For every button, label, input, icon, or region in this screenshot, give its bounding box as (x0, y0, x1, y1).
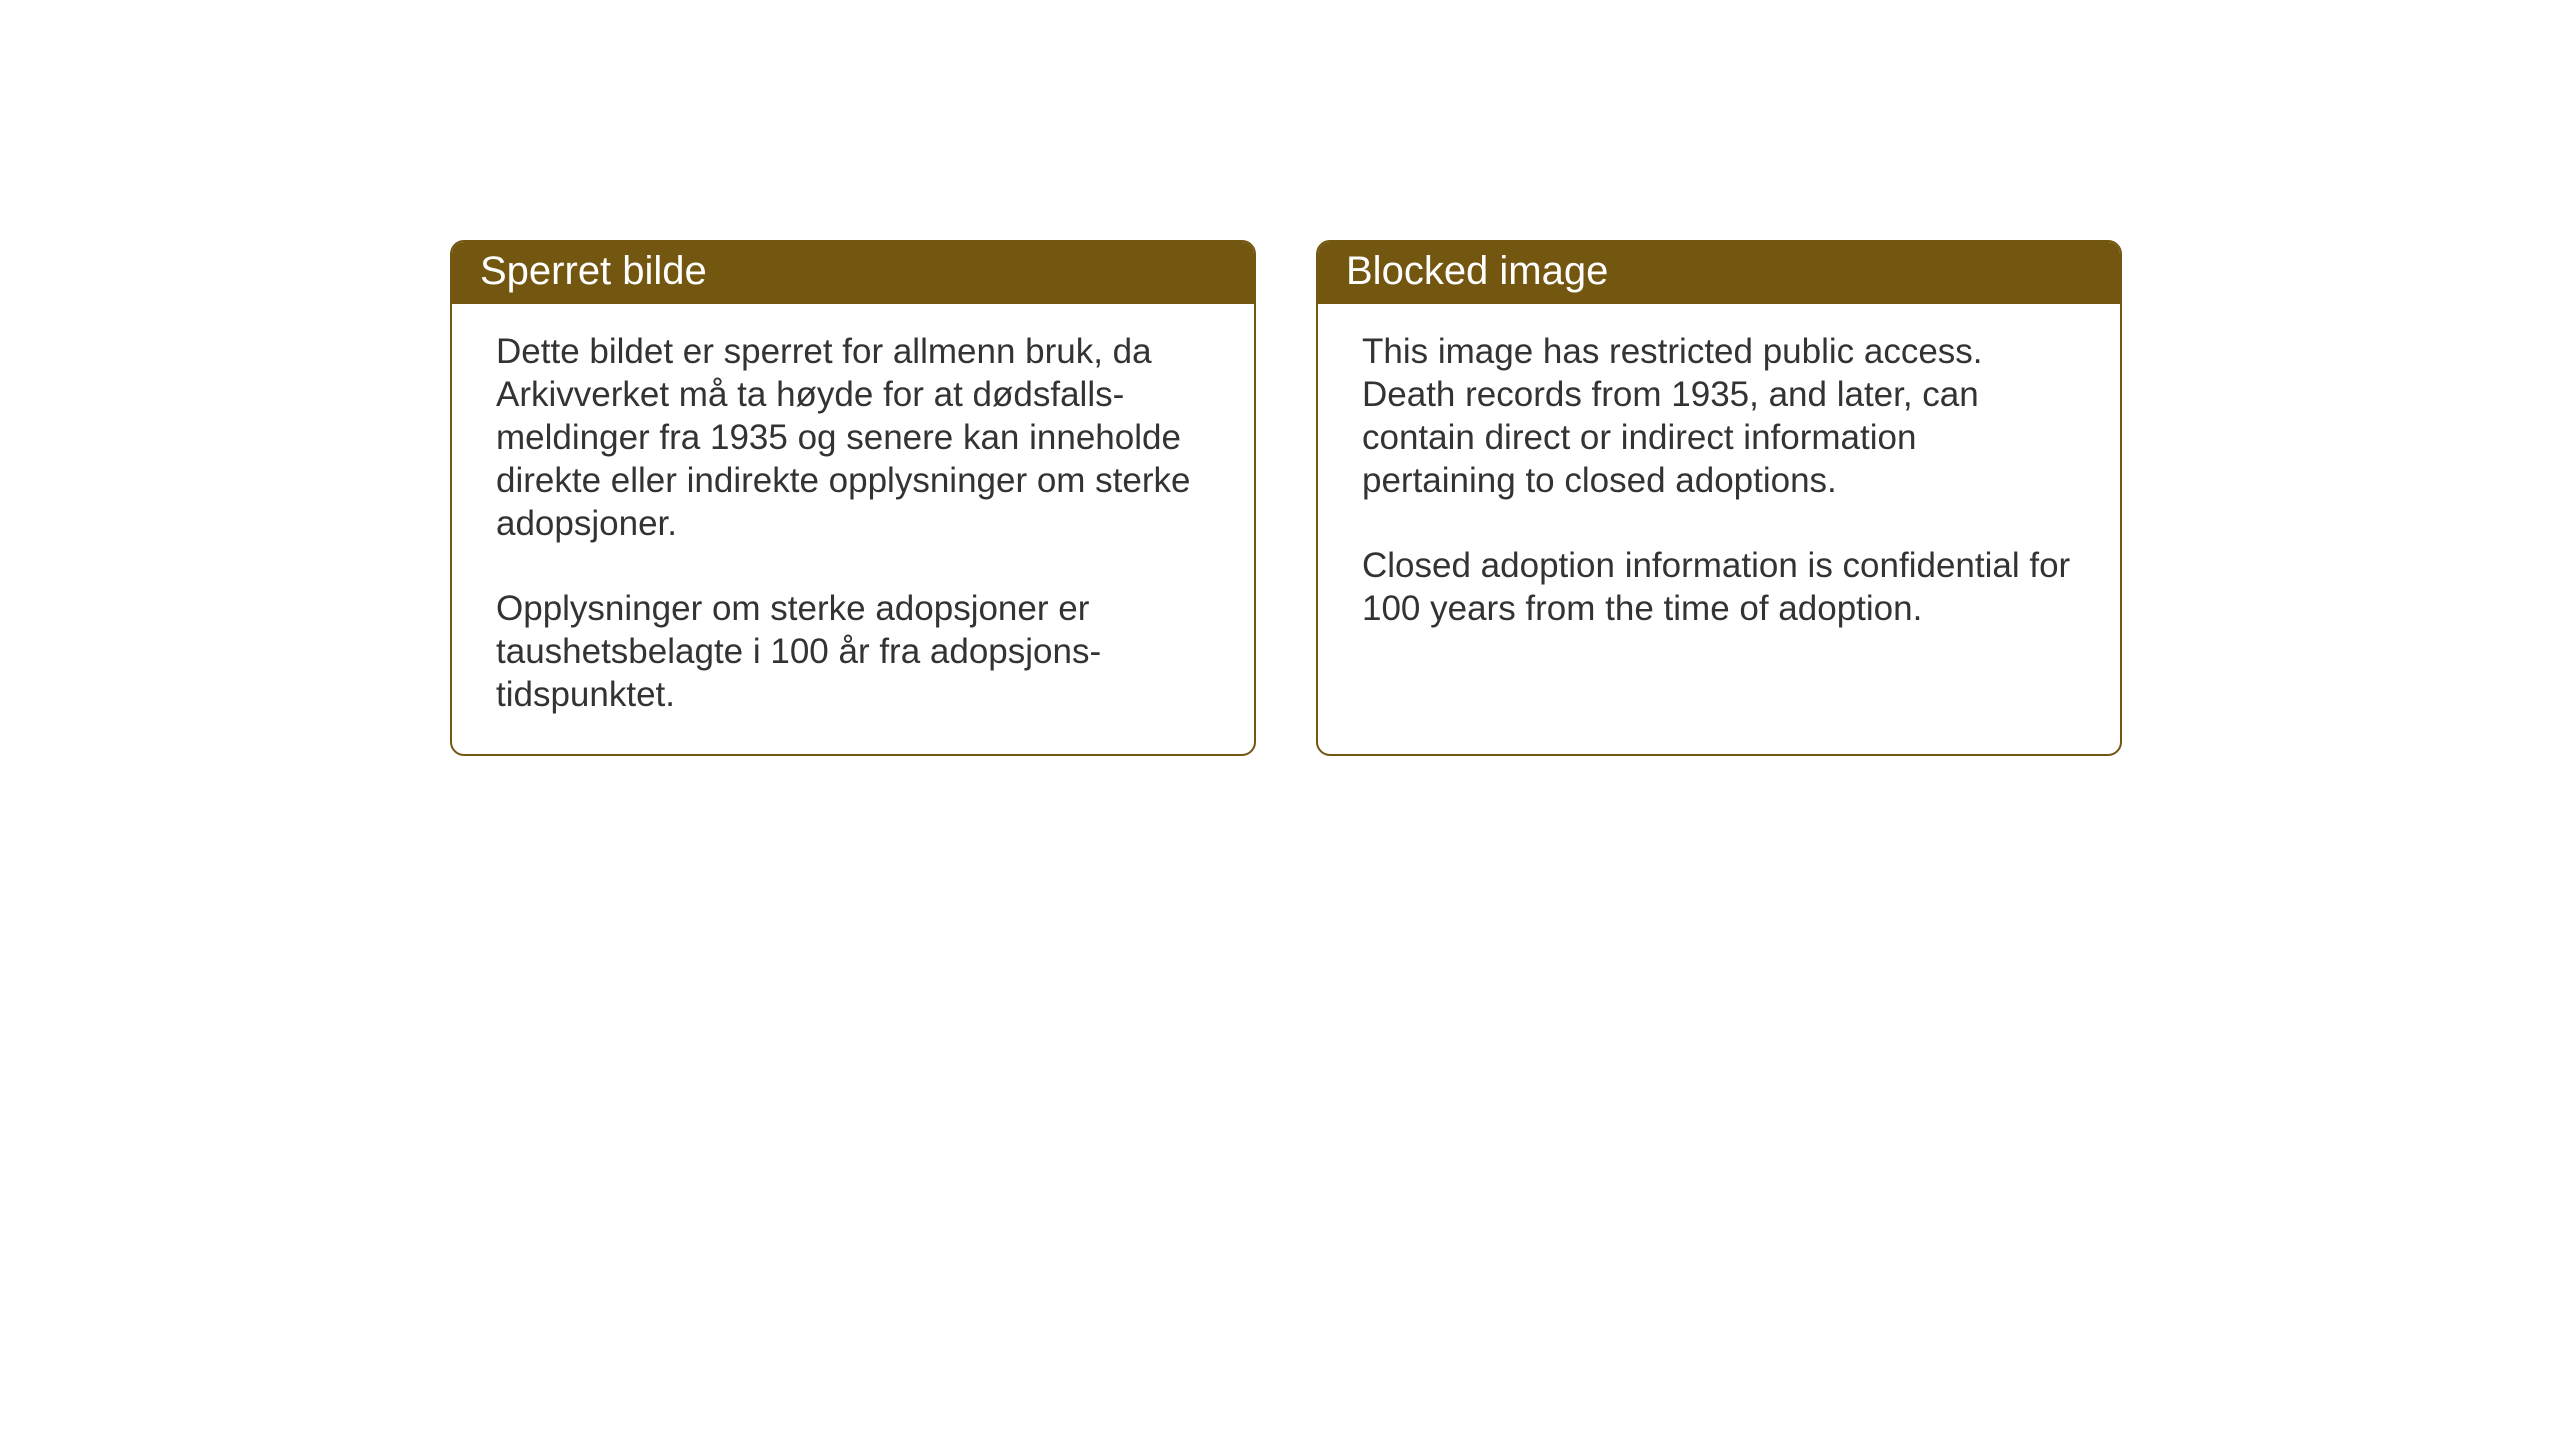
english-paragraph-2: Closed adoption information is confident… (1362, 544, 2076, 630)
english-card: Blocked image This image has restricted … (1316, 240, 2122, 756)
english-paragraph-1: This image has restricted public access.… (1362, 330, 2076, 502)
english-card-title: Blocked image (1318, 242, 2120, 304)
norwegian-card: Sperret bilde Dette bildet er sperret fo… (450, 240, 1256, 756)
notice-cards-container: Sperret bilde Dette bildet er sperret fo… (450, 240, 2122, 756)
norwegian-paragraph-2: Opplysninger om sterke adopsjoner er tau… (496, 587, 1210, 716)
norwegian-paragraph-1: Dette bildet er sperret for allmenn bruk… (496, 330, 1210, 545)
norwegian-card-title: Sperret bilde (452, 242, 1254, 304)
english-card-body: This image has restricted public access.… (1318, 304, 2120, 754)
norwegian-card-body: Dette bildet er sperret for allmenn bruk… (452, 304, 1254, 754)
